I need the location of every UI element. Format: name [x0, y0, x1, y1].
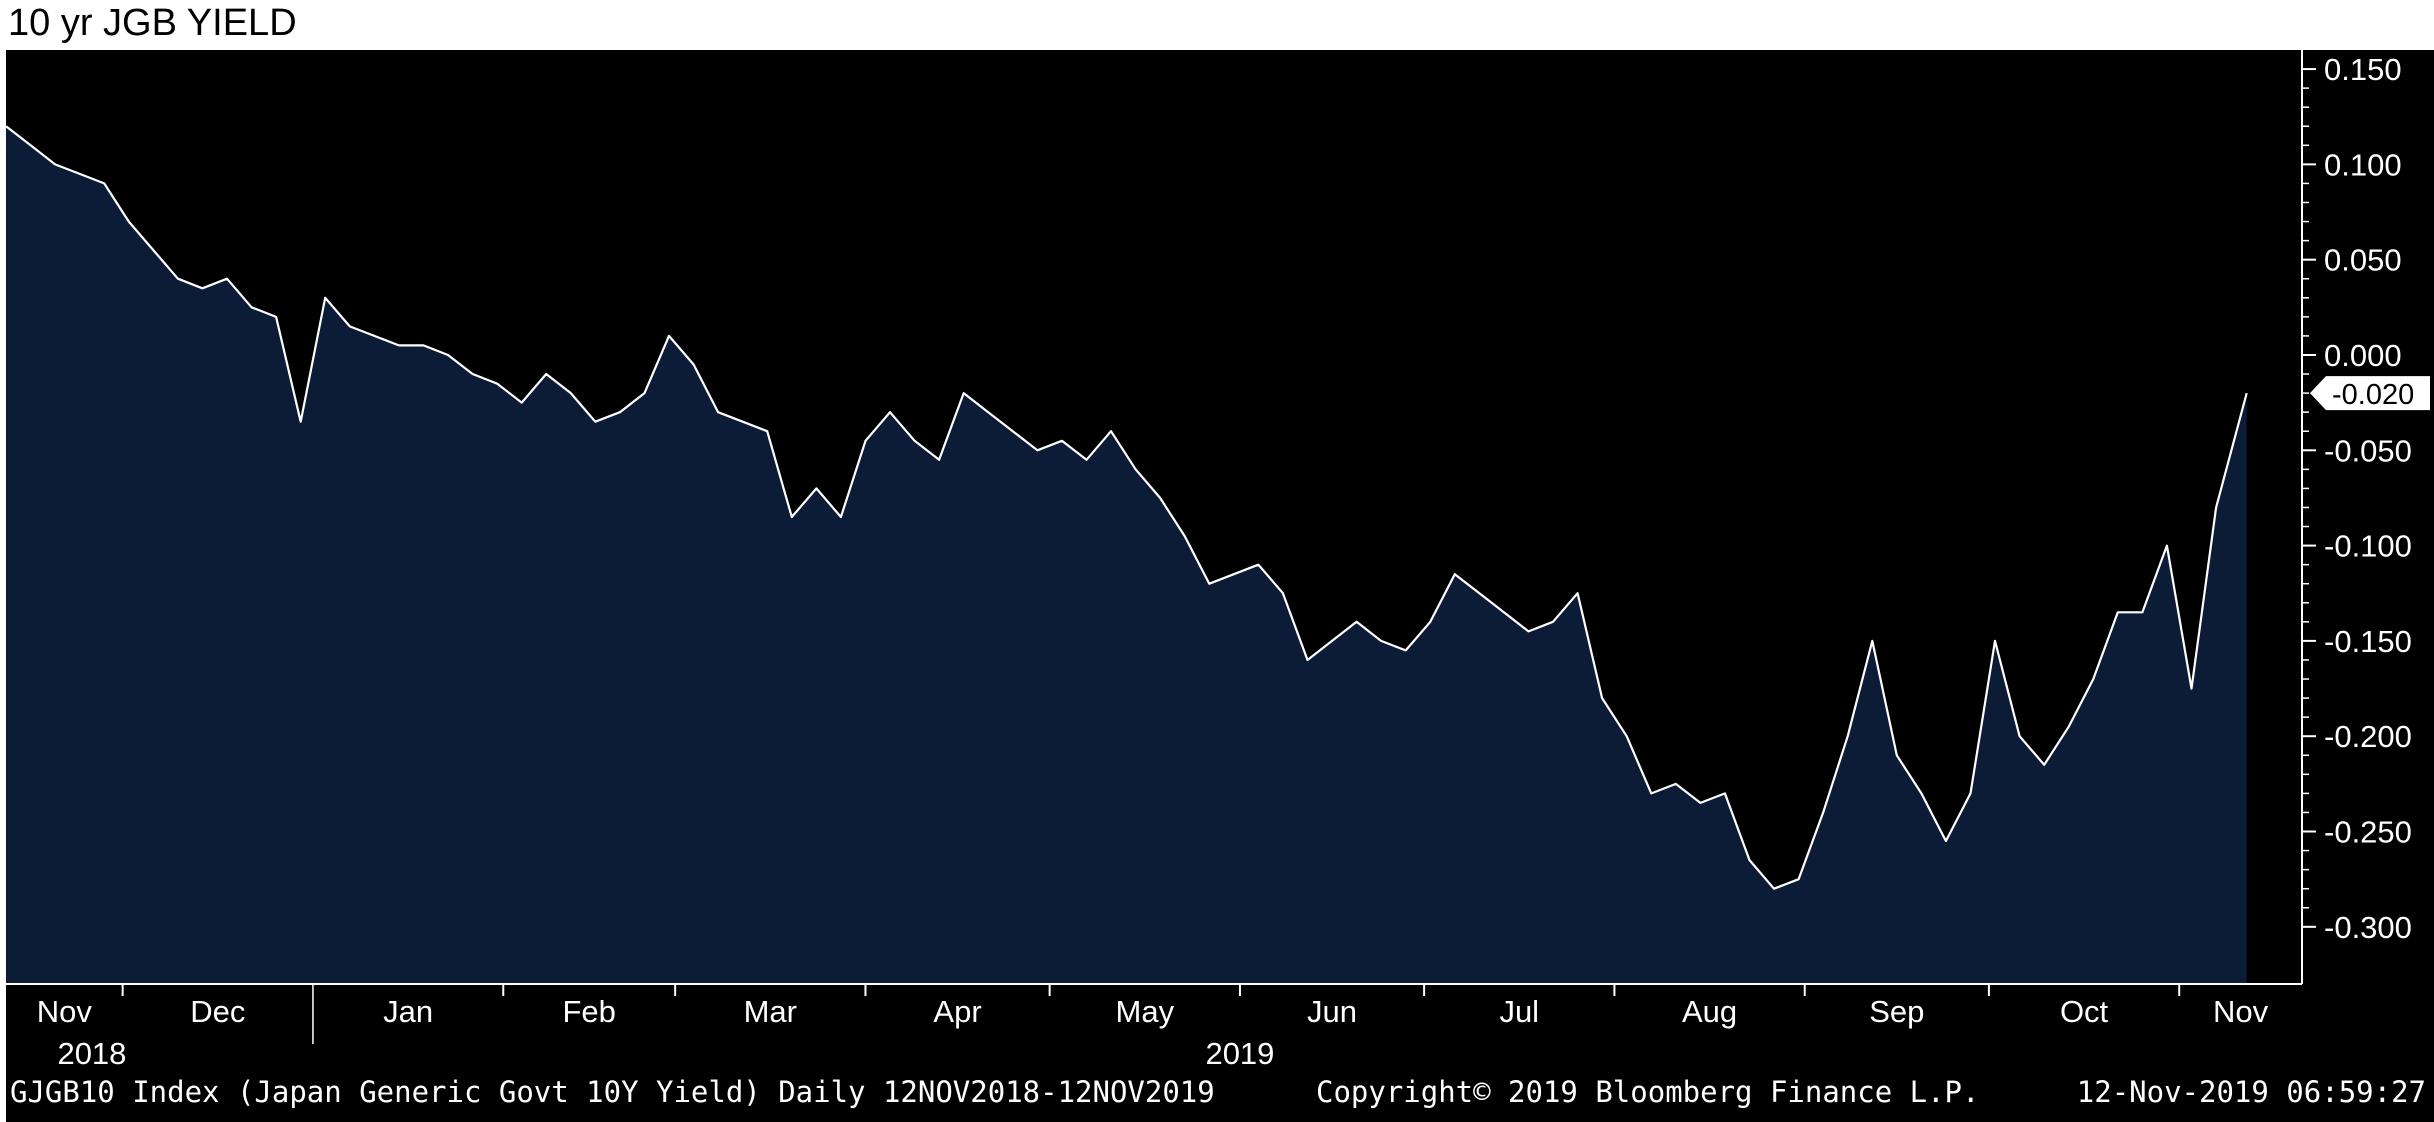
x-tick-label: Jan [383, 994, 433, 1029]
y-tick-label: -0.150 [2324, 624, 2412, 659]
line-chart: 0.150 0.100 0.050 0.000 -0.050 -0.100 -0.150 -0… [6, 50, 2430, 1071]
footer-copyright: Copyright© 2019 Bloomberg Finance L.P. [1316, 1075, 1980, 1109]
series-line [6, 125, 2248, 890]
y-tick-label: 0.050 [2324, 243, 2402, 278]
last-value-label: -0.020 [2332, 379, 2414, 411]
chart-area: 0.150 0.100 0.050 0.000 -0.050 -0.100 -0.150 -0… [6, 50, 2434, 1122]
x-year-label: 2018 [57, 1036, 126, 1071]
footer-timestamp: 12-Nov-2019 06:59:27 [2076, 1075, 2426, 1109]
y-tick-label: -0.250 [2324, 815, 2412, 850]
y-tick-label: -0.100 [2324, 529, 2412, 564]
last-value-marker [2310, 376, 2430, 411]
x-year-label: 2019 [1205, 1036, 1274, 1071]
x-tick-label: Apr [933, 994, 981, 1029]
x-tick-label: Nov [2213, 994, 2269, 1029]
y-tick-label: -0.300 [2324, 910, 2412, 945]
x-tick-label: Mar [744, 994, 797, 1029]
x-tick-label: Oct [2060, 994, 2109, 1029]
y-tick-label: -0.050 [2324, 433, 2412, 468]
x-tick-label: Aug [1682, 994, 1737, 1029]
y-tick-label: 0.000 [2324, 338, 2402, 373]
footer-security-info: GJGB10 Index (Japan Generic Govt 10Y Yie… [10, 1075, 1215, 1109]
x-tick-label: Sep [1869, 994, 1924, 1029]
y-tick-label: 0.100 [2324, 147, 2402, 182]
x-tick-label: Dec [190, 994, 245, 1029]
x-tick-label: Feb [562, 994, 615, 1029]
x-tick-label: Jul [1499, 994, 1539, 1029]
x-tick-label: Jun [1307, 994, 1357, 1029]
x-tick-label: May [1116, 994, 1175, 1029]
chart-title: 10 yr JGB YIELD [8, 2, 297, 44]
y-tick-label: -0.200 [2324, 719, 2412, 754]
y-tick-label: 0.150 [2324, 52, 2402, 87]
area-fill [6, 126, 2247, 984]
x-tick-label: Nov [37, 994, 93, 1029]
